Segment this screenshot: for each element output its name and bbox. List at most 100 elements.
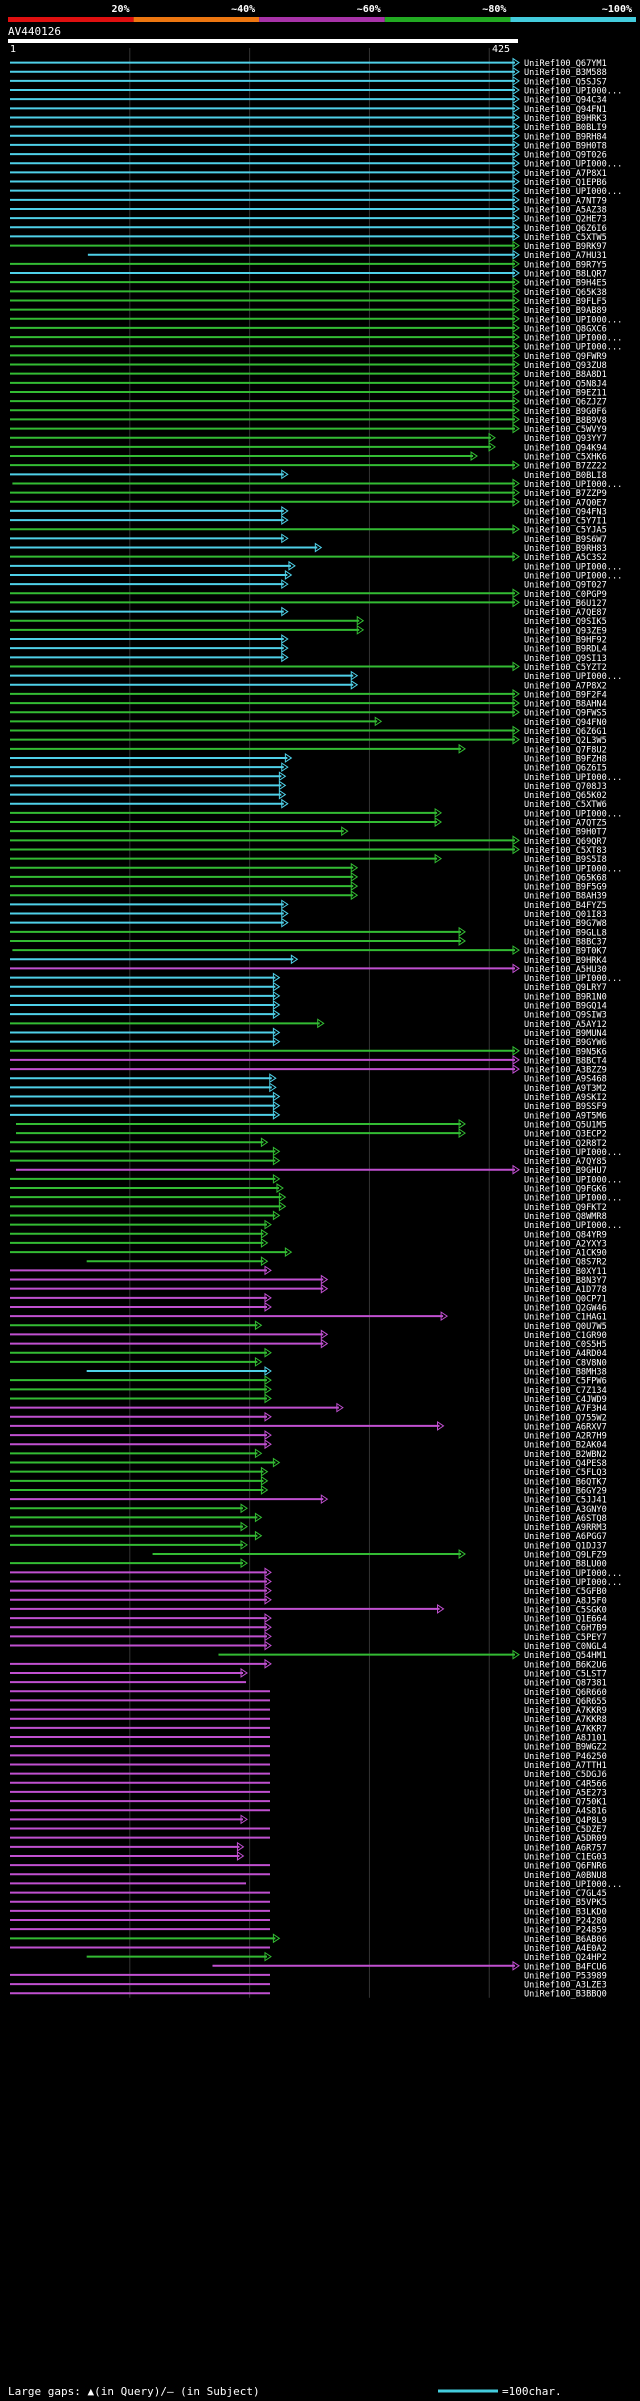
hit-label[interactable]: UniRef100_Q65K68 <box>524 873 607 883</box>
hit-label[interactable]: UniRef100_B0BLI9 <box>524 123 607 133</box>
hit-label[interactable]: UniRef100_Q9SIW3 <box>524 1011 607 1021</box>
hit-label[interactable]: UniRef100_C5FPW6 <box>524 1377 607 1387</box>
hit-label[interactable]: UniRef100_C5PEY7 <box>524 1633 607 1643</box>
hit-label[interactable]: UniRef100_A9SKI2 <box>524 1093 607 1103</box>
hit-label[interactable]: UniRef100_UPI000... <box>524 1148 622 1158</box>
hit-label[interactable]: UniRef100_UPI000... <box>524 974 622 984</box>
hit-label[interactable]: UniRef100_C5FLQ3 <box>524 1468 607 1478</box>
hit-label[interactable]: UniRef100_C0S5H5 <box>524 1340 607 1350</box>
hit-label[interactable]: UniRef100_B3LKD0 <box>524 1907 607 1917</box>
hit-label[interactable]: UniRef100_Q84YR9 <box>524 1230 607 1240</box>
hit-label[interactable]: UniRef100_Q708J3 <box>524 782 607 792</box>
hit-label[interactable]: UniRef100_Q94FN3 <box>524 507 607 517</box>
hit-label[interactable]: UniRef100_Q6Z6I5 <box>524 764 607 774</box>
hit-label[interactable]: UniRef100_UPI000... <box>524 1578 622 1588</box>
hit-label[interactable]: UniRef100_Q7F8U2 <box>524 745 607 755</box>
hit-label[interactable]: UniRef100_A9RRM3 <box>524 1523 607 1533</box>
hit-label[interactable]: UniRef100_Q0U7W5 <box>524 1322 607 1332</box>
hit-label[interactable]: UniRef100_B9F2F4 <box>524 690 607 700</box>
hit-label[interactable]: UniRef100_C5Y7I1 <box>524 517 607 527</box>
hit-label[interactable]: UniRef100_B7ZZ22 <box>524 462 607 472</box>
hit-label[interactable]: UniRef100_A7QY85 <box>524 1157 607 1167</box>
hit-label[interactable]: UniRef100_B9FLF5 <box>524 297 607 307</box>
hit-label[interactable]: UniRef100_B8AH39 <box>524 892 607 902</box>
hit-label[interactable]: UniRef100_C7Z134 <box>524 1386 607 1396</box>
hit-label[interactable]: UniRef100_Q750K1 <box>524 1798 607 1808</box>
hit-label[interactable]: UniRef100_Q1EPB6 <box>524 178 607 188</box>
hit-label[interactable]: UniRef100_B9H0T8 <box>524 141 607 151</box>
hit-label[interactable]: UniRef100_Q9FKT2 <box>524 1203 607 1213</box>
hit-label[interactable]: UniRef100_B8N3Y7 <box>524 1276 607 1286</box>
hit-label[interactable]: UniRef100_A5DR09 <box>524 1834 607 1844</box>
hit-label[interactable]: UniRef100_C4R566 <box>524 1779 607 1789</box>
hit-label[interactable]: UniRef100_A7KKR8 <box>524 1715 607 1725</box>
hit-label[interactable]: UniRef100_B8BCT4 <box>524 1056 607 1066</box>
hit-label[interactable]: UniRef100_Q6R660 <box>524 1688 607 1698</box>
hit-label[interactable]: UniRef100_A6PGG7 <box>524 1532 607 1542</box>
hit-label[interactable]: UniRef100_B9HF92 <box>524 636 607 646</box>
hit-label[interactable]: UniRef100_A9S468 <box>524 1075 607 1085</box>
hit-label[interactable]: UniRef100_B9GLL8 <box>524 928 607 938</box>
hit-label[interactable]: UniRef100_A3BZZ9 <box>524 1066 607 1076</box>
hit-label[interactable]: UniRef100_Q5U1M5 <box>524 1120 607 1130</box>
hit-label[interactable]: UniRef100_Q2HE73 <box>524 215 607 225</box>
hit-label[interactable]: UniRef100_A4RD04 <box>524 1349 607 1359</box>
hit-label[interactable]: UniRef100_Q6ZJZ7 <box>524 398 607 408</box>
hit-label[interactable]: UniRef100_B9MUN4 <box>524 1029 607 1039</box>
hit-label[interactable]: UniRef100_B8AHN4 <box>524 700 607 710</box>
hit-label[interactable]: UniRef100_B6U127 <box>524 599 607 609</box>
hit-label[interactable]: UniRef100_A0BNU8 <box>524 1871 607 1881</box>
hit-label[interactable]: UniRef100_C6H7B9 <box>524 1624 607 1634</box>
hit-label[interactable]: UniRef100_C0PGP9 <box>524 590 607 600</box>
hit-label[interactable]: UniRef100_UPI000... <box>524 773 622 783</box>
hit-label[interactable]: UniRef100_B8B9V8 <box>524 416 607 426</box>
hit-label[interactable]: UniRef100_Q2GW46 <box>524 1303 607 1313</box>
hit-label[interactable]: UniRef100_Q6R655 <box>524 1697 607 1707</box>
hit-label[interactable]: UniRef100_C5YZT2 <box>524 663 607 673</box>
hit-label[interactable]: UniRef100_UPI000... <box>524 334 622 344</box>
hit-label[interactable]: UniRef100_B9G7W8 <box>524 919 607 929</box>
hit-label[interactable]: UniRef100_UPI000... <box>524 480 622 490</box>
hit-label[interactable]: UniRef100_C8V8N0 <box>524 1358 607 1368</box>
hit-label[interactable]: UniRef100_B9G0F6 <box>524 407 607 417</box>
hit-label[interactable]: UniRef100_A6STQ8 <box>524 1514 607 1524</box>
hit-label[interactable]: UniRef100_A5HU30 <box>524 965 607 975</box>
hit-label[interactable]: UniRef100_C5DGJ6 <box>524 1770 607 1780</box>
hit-label[interactable]: UniRef100_Q54HM1 <box>524 1651 607 1661</box>
hit-label[interactable]: UniRef100_B8BC37 <box>524 937 607 947</box>
hit-label[interactable]: UniRef100_Q1DJ37 <box>524 1541 607 1551</box>
hit-label[interactable]: UniRef100_B0XY11 <box>524 1267 607 1277</box>
hit-label[interactable]: UniRef100_Q93YY7 <box>524 434 607 444</box>
hit-label[interactable]: UniRef100_Q9SIK5 <box>524 617 607 627</box>
hit-label[interactable]: UniRef100_P24859 <box>524 1926 607 1936</box>
hit-label[interactable]: UniRef100_Q9T026 <box>524 151 607 161</box>
hit-label[interactable]: UniRef100_B4FCU6 <box>524 1962 607 1972</box>
hit-label[interactable]: UniRef100_A4S816 <box>524 1807 607 1817</box>
hit-label[interactable]: UniRef100_B9GYW6 <box>524 1038 607 1048</box>
hit-label[interactable]: UniRef100_B9FZH8 <box>524 754 607 764</box>
hit-label[interactable]: UniRef100_B9RH83 <box>524 544 607 554</box>
hit-label[interactable]: UniRef100_C4JWD9 <box>524 1395 607 1405</box>
hit-label[interactable]: UniRef100_Q755W2 <box>524 1413 607 1423</box>
hit-label[interactable]: UniRef100_UPI000... <box>524 1880 622 1890</box>
hit-label[interactable]: UniRef100_UPI000... <box>524 809 622 819</box>
hit-label[interactable]: UniRef100_Q87381 <box>524 1679 607 1689</box>
hit-label[interactable]: UniRef100_A4E0A2 <box>524 1944 607 1954</box>
hit-label[interactable]: UniRef100_UPI000... <box>524 1569 622 1579</box>
hit-label[interactable]: UniRef100_B9SSF9 <box>524 1102 607 1112</box>
hit-label[interactable]: UniRef100_B8LU00 <box>524 1560 607 1570</box>
hit-label[interactable]: UniRef100_B9WGZ2 <box>524 1743 607 1753</box>
hit-label[interactable]: UniRef100_B6QTK7 <box>524 1477 607 1487</box>
hit-label[interactable]: UniRef100_Q2L3W5 <box>524 736 607 746</box>
hit-label[interactable]: UniRef100_B9F5G9 <box>524 883 607 893</box>
hit-label[interactable]: UniRef100_Q6Z6I6 <box>524 224 607 234</box>
hit-label[interactable]: UniRef100_B9T0K7 <box>524 947 607 957</box>
hit-label[interactable]: UniRef100_Q65K02 <box>524 791 607 801</box>
hit-label[interactable]: UniRef100_Q93ZE9 <box>524 626 607 636</box>
hit-label[interactable]: UniRef100_Q8WMR8 <box>524 1212 607 1222</box>
hit-label[interactable]: UniRef100_A9T3M2 <box>524 1084 607 1094</box>
hit-label[interactable]: UniRef100_B9H0T7 <box>524 828 607 838</box>
hit-label[interactable]: UniRef100_UPI000... <box>524 87 622 97</box>
hit-label[interactable]: UniRef100_A7QE87 <box>524 608 607 618</box>
hit-label[interactable]: UniRef100_B9RK97 <box>524 242 607 252</box>
